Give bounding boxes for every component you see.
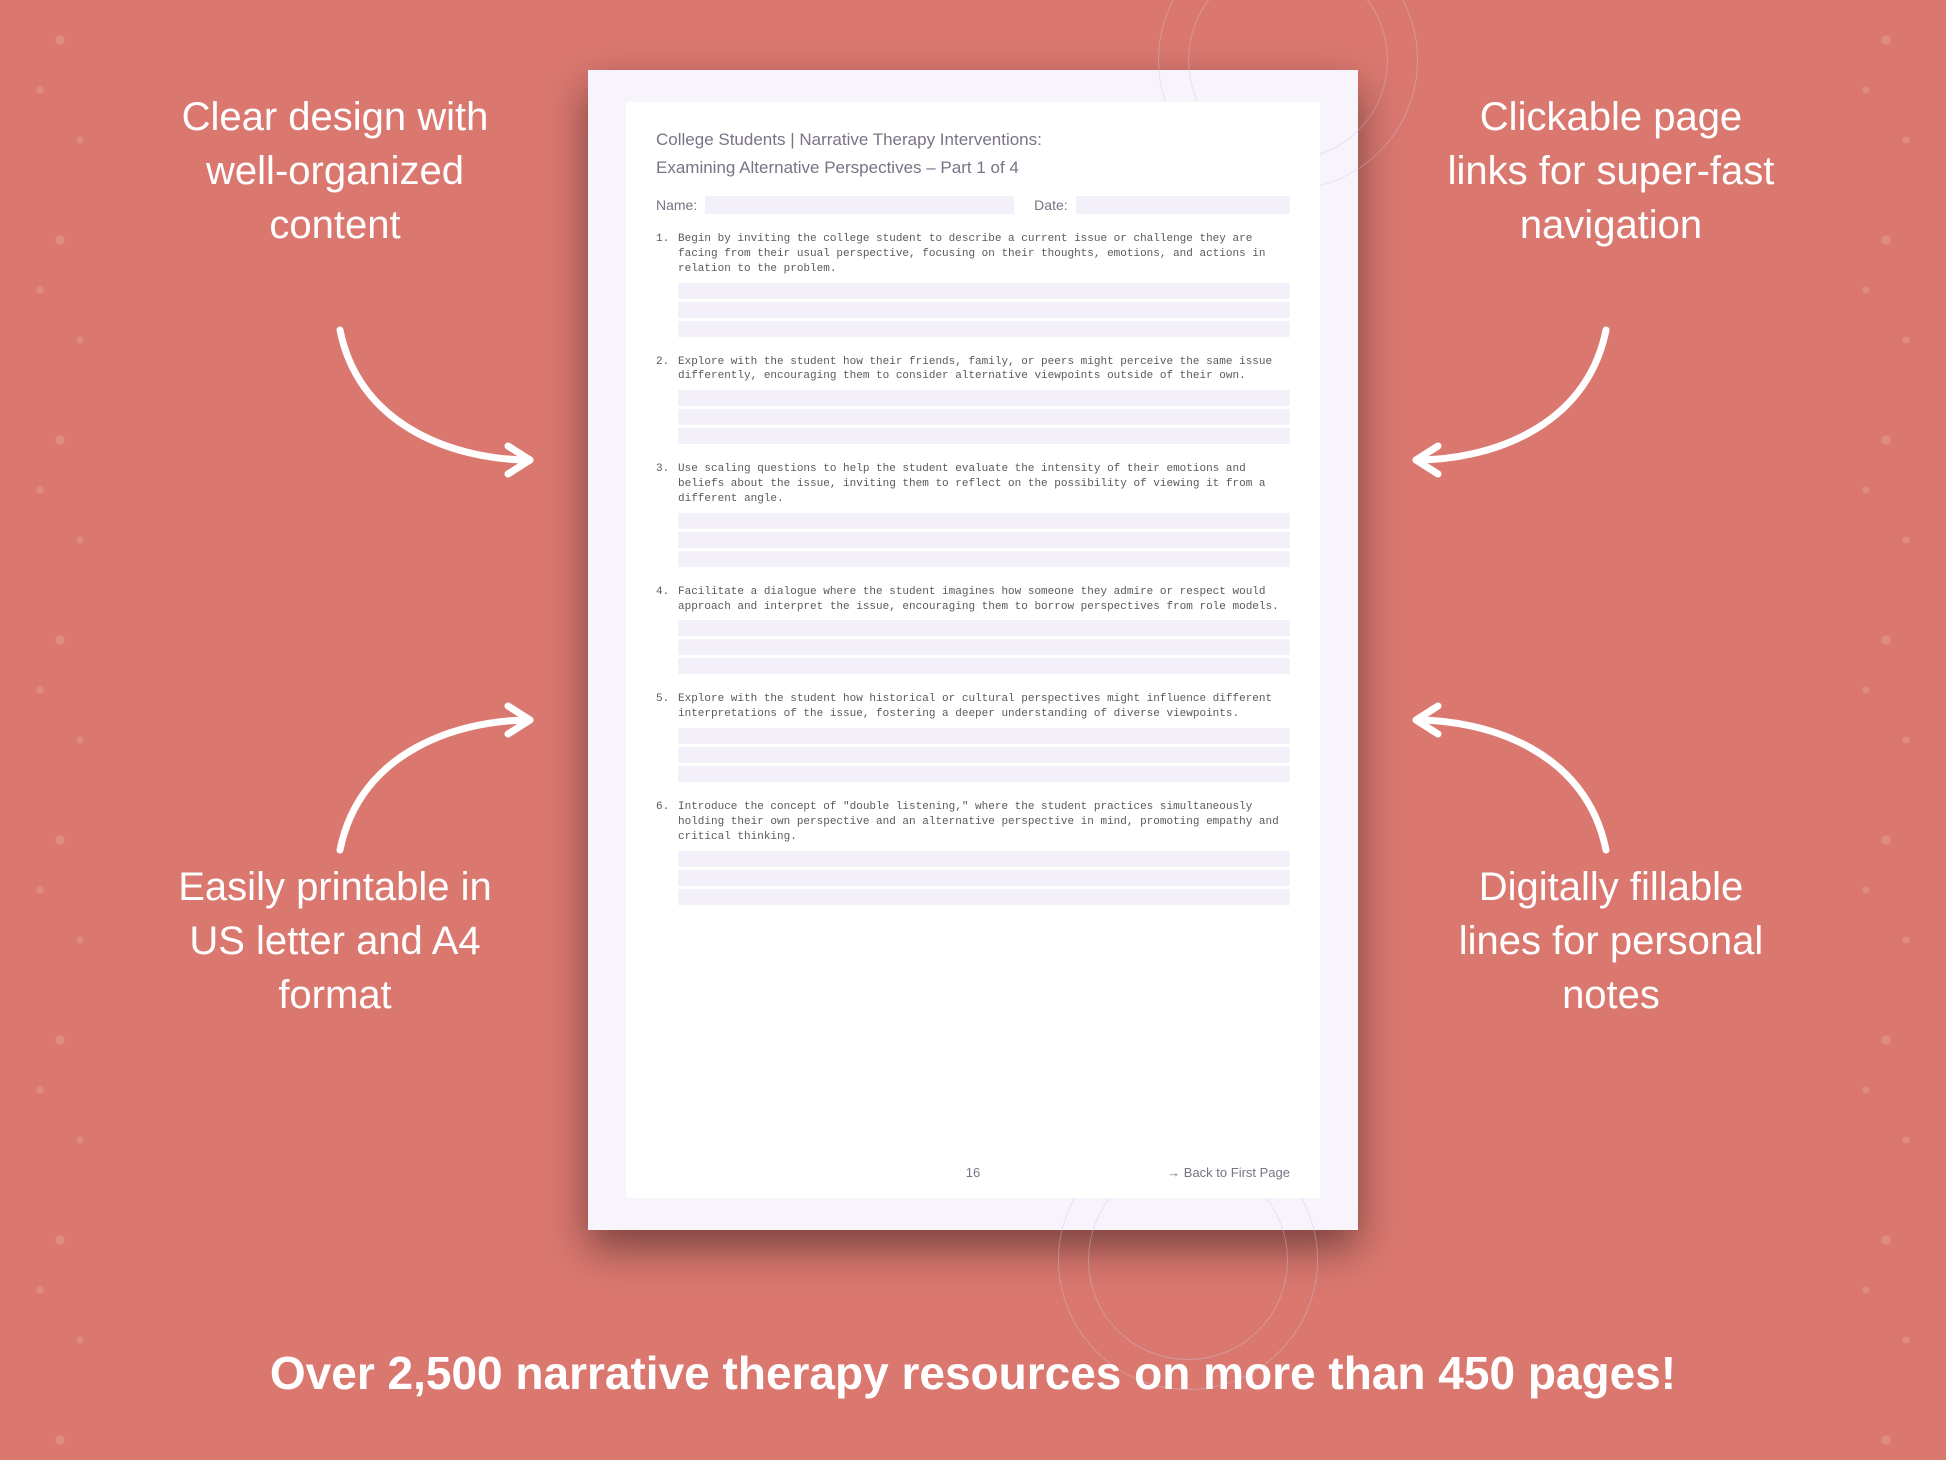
arrow-bottom-right xyxy=(1386,690,1646,870)
answer-lines xyxy=(678,851,1290,905)
name-field: Name: xyxy=(656,196,1014,214)
answer-line[interactable] xyxy=(678,870,1290,886)
date-field: Date: xyxy=(1034,196,1290,214)
name-label: Name: xyxy=(656,197,697,213)
answer-line[interactable] xyxy=(678,747,1290,763)
callout-bottom-left: Easily printable in US letter and A4 for… xyxy=(170,860,500,1022)
question-body: Explore with the student how their frien… xyxy=(678,355,1290,445)
answer-line[interactable] xyxy=(678,620,1290,636)
question-body: Use scaling questions to help the studen… xyxy=(678,462,1290,567)
question-text: Begin by inviting the college student to… xyxy=(678,232,1290,277)
answer-line[interactable] xyxy=(678,551,1290,567)
doc-footer: 16 → Back to First Page xyxy=(656,1165,1290,1180)
question-number: 2. xyxy=(656,355,670,445)
question-number: 1. xyxy=(656,232,670,337)
answer-line[interactable] xyxy=(678,428,1290,444)
question-text: Explore with the student how their frien… xyxy=(678,355,1290,385)
arrow-top-right xyxy=(1386,310,1646,490)
doc-header-line1: College Students | Narrative Therapy Int… xyxy=(656,130,1290,150)
question-body: Facilitate a dialogue where the student … xyxy=(678,585,1290,675)
question-text: Facilitate a dialogue where the student … xyxy=(678,585,1290,615)
question-number: 3. xyxy=(656,462,670,567)
answer-line[interactable] xyxy=(678,639,1290,655)
question-text: Use scaling questions to help the studen… xyxy=(678,462,1290,507)
answer-lines xyxy=(678,283,1290,337)
document-page: College Students | Narrative Therapy Int… xyxy=(588,70,1358,1230)
date-label: Date: xyxy=(1034,197,1067,213)
answer-line[interactable] xyxy=(678,851,1290,867)
question-number: 5. xyxy=(656,692,670,782)
callout-bottom-right: Digitally fillable lines for personal no… xyxy=(1446,860,1776,1022)
question: 2. Explore with the student how their fri… xyxy=(656,355,1290,445)
answer-line[interactable] xyxy=(678,658,1290,674)
question-body: Begin by inviting the college student to… xyxy=(678,232,1290,337)
document-inner: College Students | Narrative Therapy Int… xyxy=(626,102,1320,1198)
answer-line[interactable] xyxy=(678,409,1290,425)
question-body: Explore with the student how historical … xyxy=(678,692,1290,782)
arrow-bottom-left xyxy=(300,690,560,870)
question: 5. Explore with the student how historica… xyxy=(656,692,1290,782)
question-number: 4. xyxy=(656,585,670,675)
date-input[interactable] xyxy=(1076,196,1290,214)
question: 3.Use scaling questions to help the stud… xyxy=(656,462,1290,567)
answer-line[interactable] xyxy=(678,532,1290,548)
answer-line[interactable] xyxy=(678,728,1290,744)
question: 6.Introduce the concept of "double liste… xyxy=(656,800,1290,905)
answer-line[interactable] xyxy=(678,302,1290,318)
floral-border-left xyxy=(0,0,120,1460)
answer-lines xyxy=(678,620,1290,674)
name-input[interactable] xyxy=(705,196,1014,214)
answer-line[interactable] xyxy=(678,766,1290,782)
question-body: Introduce the concept of "double listeni… xyxy=(678,800,1290,905)
question: 1.Begin by inviting the college student … xyxy=(656,232,1290,337)
answer-line[interactable] xyxy=(678,889,1290,905)
answer-lines xyxy=(678,513,1290,567)
question: 4. Facilitate a dialogue where the studen… xyxy=(656,585,1290,675)
name-date-row: Name: Date: xyxy=(656,196,1290,214)
page-number: 16 xyxy=(966,1165,980,1180)
answer-lines xyxy=(678,390,1290,444)
question-text: Explore with the student how historical … xyxy=(678,692,1290,722)
questions-list: 1.Begin by inviting the college student … xyxy=(656,232,1290,1157)
answer-line[interactable] xyxy=(678,283,1290,299)
answer-line[interactable] xyxy=(678,513,1290,529)
back-to-first-page-link[interactable]: → Back to First Page xyxy=(1167,1165,1290,1180)
answer-line[interactable] xyxy=(678,390,1290,406)
callout-top-right: Clickable page links for super-fast navi… xyxy=(1446,90,1776,252)
floral-border-right xyxy=(1826,0,1946,1460)
doc-header-line2: Examining Alternative Perspectives – Par… xyxy=(656,158,1290,178)
question-text: Introduce the concept of "double listeni… xyxy=(678,800,1290,845)
answer-line[interactable] xyxy=(678,321,1290,337)
callout-top-left: Clear design with well-organized content xyxy=(170,90,500,252)
arrow-top-left xyxy=(300,310,560,490)
question-number: 6. xyxy=(656,800,670,905)
bottom-banner: Over 2,500 narrative therapy resources o… xyxy=(0,1346,1946,1400)
answer-lines xyxy=(678,728,1290,782)
